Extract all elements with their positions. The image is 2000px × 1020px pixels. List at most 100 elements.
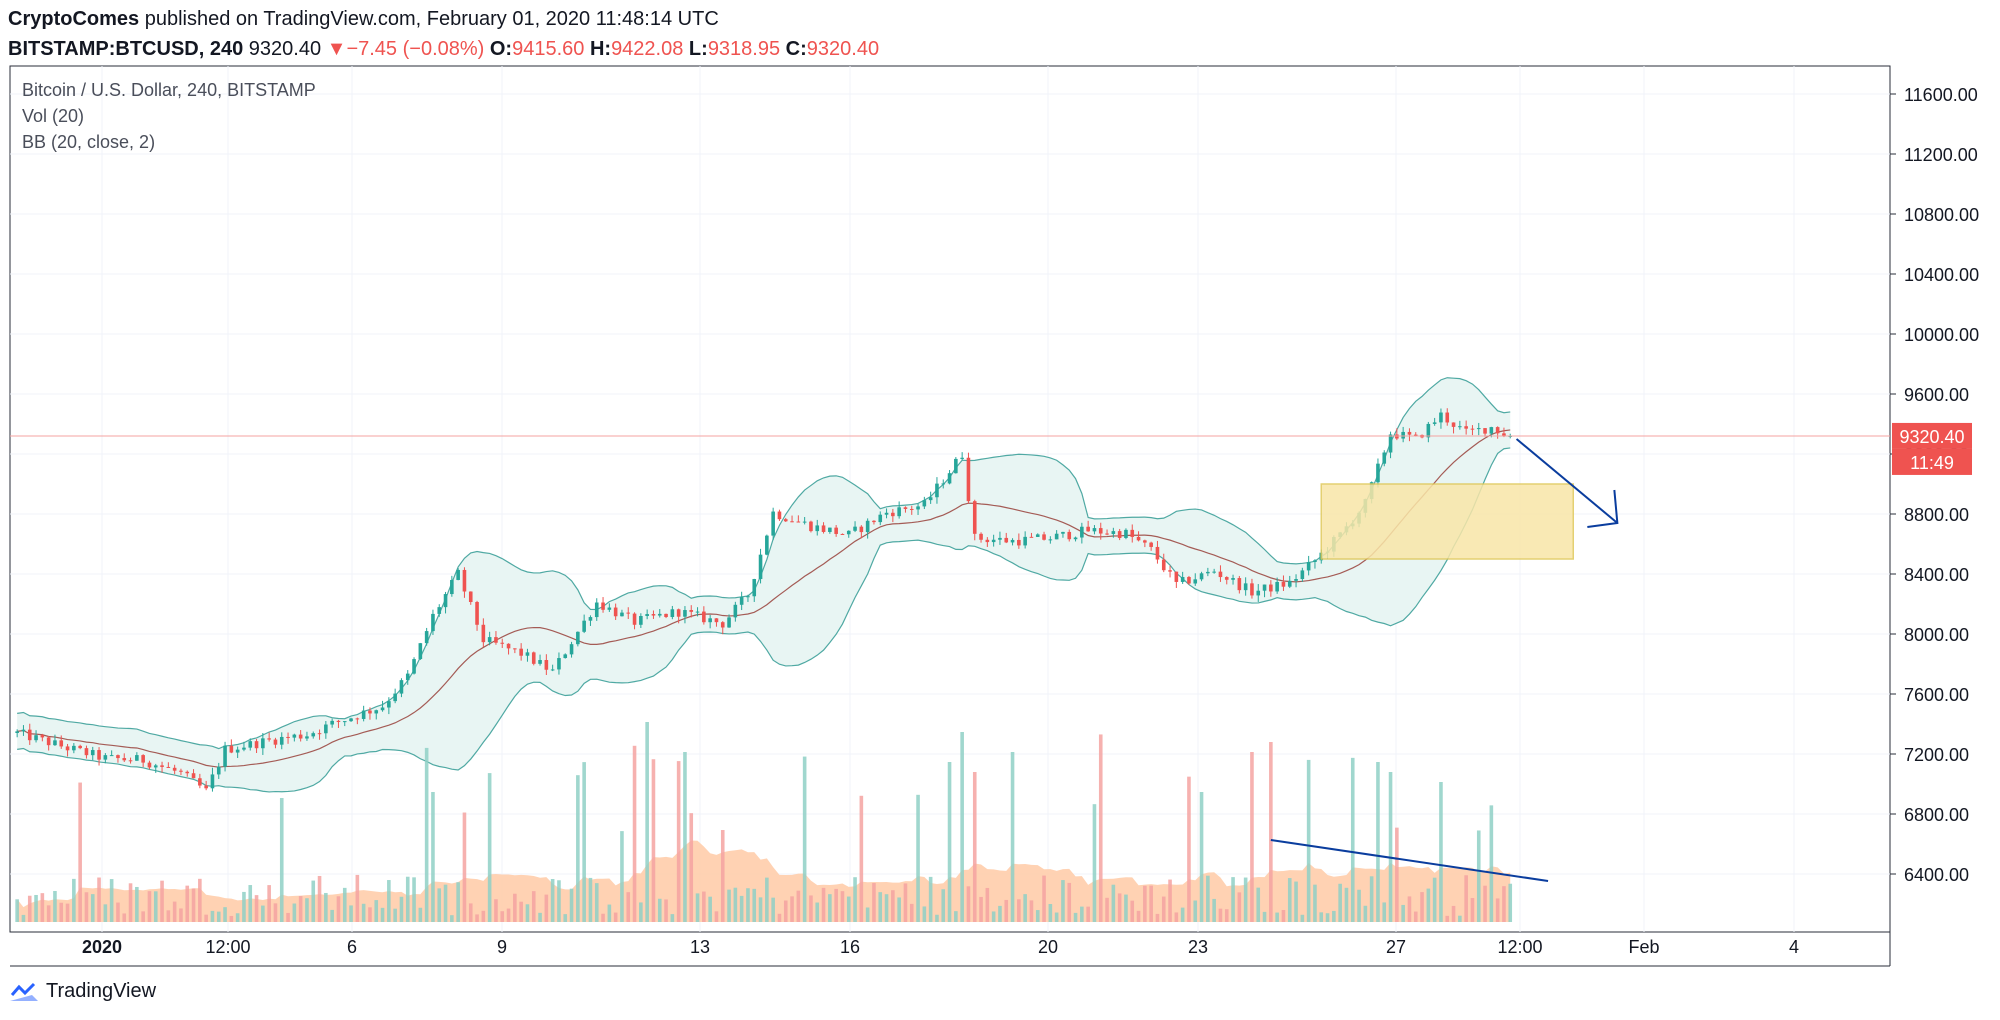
candle [828,527,832,534]
x-tick-label: 13 [690,937,710,957]
volume-bar [153,891,158,922]
volume-bar [437,888,442,922]
volume-bar [481,910,486,922]
countdown-value: 11:49 [1910,453,1954,473]
tradingview-brand[interactable]: TradingView [46,980,157,1002]
candle-body [557,658,561,670]
volume-bar [739,895,744,922]
volume-bar [160,880,164,922]
candle-body [166,766,171,768]
volume-bar [1313,884,1317,922]
candle-body [1483,428,1487,434]
volume-bar [179,908,183,922]
volume-bar [1237,892,1242,922]
candle-body [1287,580,1292,587]
volume-bar [223,907,227,922]
candle-body [1224,577,1229,580]
volume-bar [632,745,637,922]
volume-bar [620,831,624,922]
volume-bar [1243,877,1248,922]
candle [582,614,586,634]
candle [1281,575,1286,591]
candle-body [626,612,631,614]
volume-bar [576,775,580,922]
candle [468,591,473,605]
candle-body [846,530,851,535]
candle [475,600,479,631]
candle-body [65,746,70,751]
volume-bar [544,894,549,922]
volume-bar [991,911,996,922]
candle-body [72,745,76,751]
candle [122,753,127,763]
candle [1458,420,1462,430]
candle [1407,428,1412,442]
author-name[interactable]: CryptoComes [8,8,140,30]
candle-body [1048,539,1053,541]
volume-bar [796,890,801,922]
volume-bar [1180,907,1185,922]
volume-bar [1458,915,1462,922]
candle-body [1476,428,1481,430]
volume-bar [771,897,775,922]
volume-bar [639,902,643,922]
volume-bar [1155,913,1160,922]
candle [891,508,895,523]
forecast-arrow-head [1587,489,1619,528]
candle [500,638,505,649]
candle-body [828,527,832,532]
candle [1042,531,1046,541]
candle [1136,531,1141,542]
volume-bar [1111,884,1116,922]
y-tick-label: 11600.00 [1904,85,1978,105]
candle-body [1376,463,1380,483]
candle-body [746,596,750,598]
candle-body [90,750,95,756]
volume-bar [185,885,190,922]
candle [966,452,971,504]
candle-body [462,569,467,592]
candle-body [1464,426,1468,429]
candle [1451,422,1456,434]
publish-line: CryptoComes published on TradingView.com… [8,6,1992,32]
candle [815,519,820,536]
candle [1483,428,1487,437]
high-value: 9422.08 [611,38,684,60]
down-arrow-icon: ▼ [326,38,347,60]
candle [286,732,290,744]
tradingview-logo-icon [10,982,38,1001]
y-tick-label: 7200.00 [1904,745,1969,765]
price-tag [1892,422,1972,449]
volume-bar [198,878,202,922]
candle-body [456,569,460,580]
volume-bar [1174,912,1179,922]
candle-body [916,506,920,510]
candle [1010,538,1015,546]
volume-bar [166,910,171,922]
volume-bar [431,792,435,922]
volume-bar [311,880,316,922]
candle-body [475,602,479,625]
candle [191,769,196,779]
volume-bar [1199,792,1204,922]
candle [166,762,171,768]
candle [374,709,379,720]
volume-bar [777,913,782,922]
candle [544,654,549,675]
candle-body [53,740,57,746]
candle [248,738,253,751]
volume-bar [1294,881,1298,922]
candle-body [185,771,190,774]
candle [242,741,246,752]
candle-body [1275,581,1279,592]
candle-body [1180,577,1185,582]
volume-bar [1369,876,1374,922]
volume-bar [752,888,757,922]
y-tick-label: 6400.00 [1904,865,1969,885]
target-zone-rect [1320,483,1574,560]
candle [1098,522,1103,540]
candle-body [702,611,706,623]
candle [935,477,939,504]
candle-body [1451,422,1456,427]
